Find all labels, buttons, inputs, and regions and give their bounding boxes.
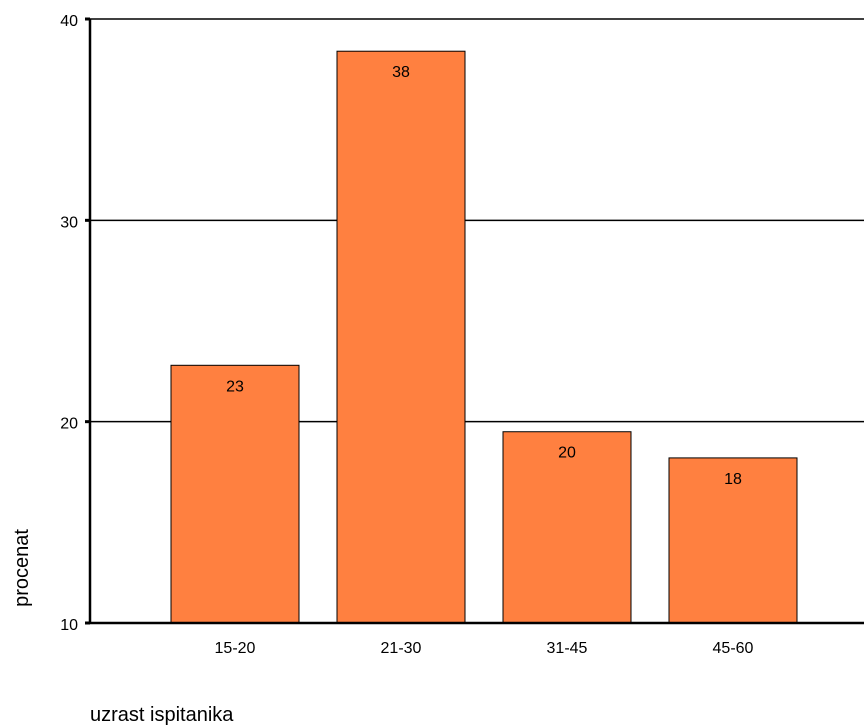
data-label: 38: [392, 64, 410, 81]
bar: [170, 364, 300, 624]
data-label: 23: [226, 378, 244, 395]
y-tick-label: 20: [60, 416, 78, 433]
data-labels: 23 38 20 18: [226, 64, 742, 488]
axes: [85, 17, 864, 625]
x-tick-labels: 15-20 21-30 31-45 45-60: [215, 640, 754, 657]
bar: [336, 50, 466, 624]
y-tick-label: 10: [60, 617, 78, 634]
x-tick-label: 45-60: [713, 640, 754, 657]
y-tick-labels: 10 20 30 40: [60, 13, 78, 634]
bar: [668, 457, 798, 624]
x-axis-title: uzrast ispitanika: [90, 704, 234, 726]
y-axis-title: procenat: [11, 529, 33, 607]
bar: [502, 431, 632, 624]
x-tick-label: 15-20: [215, 640, 256, 657]
gridlines: [90, 18, 864, 423]
x-tick-label: 21-30: [381, 640, 422, 657]
data-label: 20: [558, 445, 576, 462]
x-tick-label: 31-45: [547, 640, 588, 657]
bars-group: [170, 50, 798, 624]
data-label: 18: [724, 471, 742, 488]
y-tick-label: 30: [60, 214, 78, 231]
y-tick-label: 40: [60, 13, 78, 30]
